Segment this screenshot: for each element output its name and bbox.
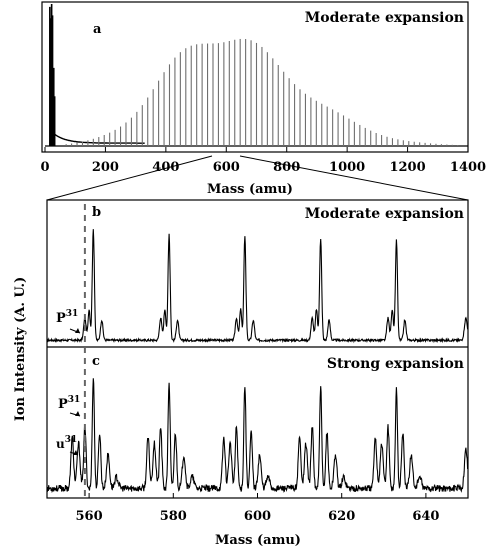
ticks-a: 0 200 400 600 800 1000 1200 1400 — [40, 147, 486, 175]
panel-bc-frame — [46, 199, 469, 499]
annotation-c-u31-arrow-head — [73, 450, 78, 455]
tick-a-label: 600 — [213, 160, 240, 175]
spectrum-c — [46, 378, 469, 494]
tick-a-label: 1200 — [389, 160, 425, 175]
panel-c-xlabel: Mass (amu) — [215, 533, 301, 548]
y-axis-label: Ion Intensity (A. U.) — [13, 277, 28, 421]
annotation-c-u31-label: u31 — [56, 435, 77, 451]
panel-b-letter: b — [92, 205, 101, 220]
panel-c-letter: c — [92, 354, 100, 369]
panel-a-xlabel: Mass (amu) — [207, 182, 293, 197]
zoom-line-left — [46, 155, 213, 201]
annotation-c-p31-arrow-head — [75, 411, 80, 416]
annotation-b-p31: P31 — [56, 309, 81, 334]
tick-a-label: 0 — [40, 160, 49, 175]
panel-a-letter: a — [93, 22, 102, 37]
tick-a-label: 1400 — [450, 160, 486, 175]
tick-a-label: 1000 — [329, 160, 365, 175]
tick-c-label: 560 — [76, 509, 103, 524]
tick-a-label: 400 — [152, 160, 179, 175]
panel-b-title: Moderate expansion — [305, 206, 464, 222]
panel-a-title: Moderate expansion — [305, 10, 464, 26]
panel-c-title: Strong expansion — [327, 356, 464, 372]
tick-a-label: 200 — [92, 160, 119, 175]
tick-c-label: 620 — [328, 509, 355, 524]
tick-c-label: 580 — [160, 509, 187, 524]
panel-a-frame — [41, 1, 469, 153]
spectrum-b-trace — [46, 229, 469, 344]
tick-c-label: 640 — [412, 509, 439, 524]
ticks-c: 560 580 600 620 640 — [76, 493, 439, 524]
spectrum-a — [45, 4, 468, 147]
annotation-c-u31: u31 — [56, 435, 79, 456]
spectrum-a-tail — [53, 133, 145, 144]
spectrum-b — [46, 229, 469, 344]
tick-a-label: 800 — [273, 160, 300, 175]
tick-c-label: 600 — [244, 509, 271, 524]
annotation-b-arrow-head — [75, 328, 80, 333]
zoom-line-right — [239, 155, 469, 201]
annotation-c-p31-label: P31 — [58, 395, 80, 412]
annotation-b-p31-label: P31 — [56, 309, 78, 326]
spectrum-c-trace — [46, 378, 469, 494]
annotation-c-p31: P31 — [58, 395, 80, 417]
